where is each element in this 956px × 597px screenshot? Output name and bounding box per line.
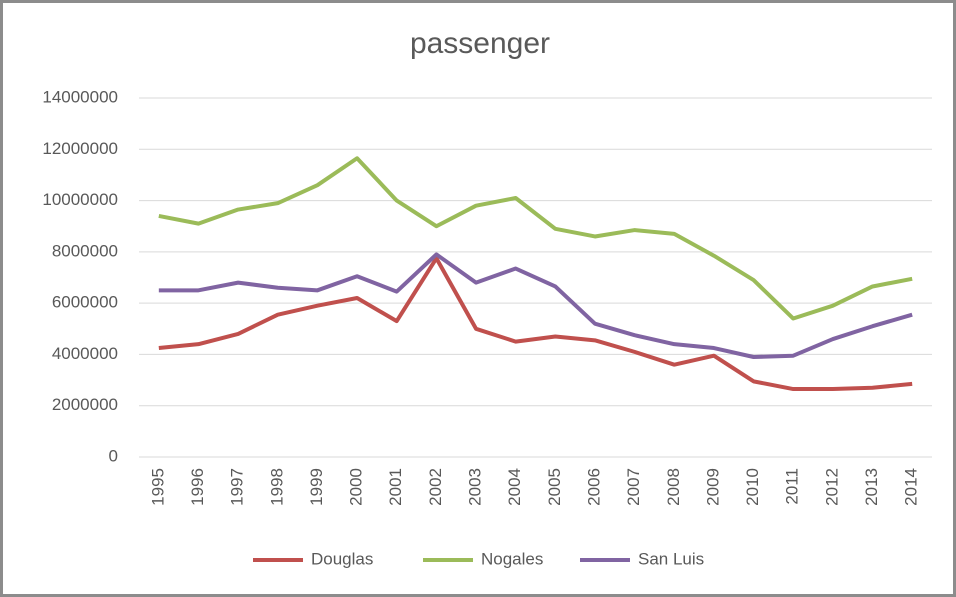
x-tick-label: 1996 [188, 468, 207, 506]
y-tick-label: 4000000 [52, 344, 118, 363]
x-tick-label: 2003 [466, 468, 485, 506]
x-tick-label: 1997 [228, 468, 247, 506]
x-tick-label: 2011 [783, 468, 802, 505]
y-tick-label: 14000000 [42, 87, 118, 106]
chart-title: passenger [410, 27, 550, 60]
x-tick-label: 2010 [743, 468, 762, 506]
x-tick-label: 2005 [545, 468, 564, 506]
y-tick-label: 10000000 [42, 190, 118, 209]
series-line [158, 256, 913, 392]
legend-label: Douglas [311, 549, 373, 568]
x-tick-label: 2013 [862, 468, 881, 506]
x-tick-label: 1999 [307, 468, 326, 506]
x-tick-label: 2009 [703, 468, 722, 506]
legend-label: San Luis [638, 549, 704, 568]
x-tick-label: 2008 [664, 468, 683, 506]
x-tick-label: 1998 [267, 468, 286, 506]
y-tick-label: 6000000 [52, 293, 118, 312]
x-tick-label: 2007 [624, 468, 643, 506]
series-line [158, 156, 913, 321]
x-tick-label: 2012 [822, 468, 841, 506]
legend-label: Nogales [481, 549, 543, 568]
y-tick-label: 2000000 [52, 395, 118, 414]
x-tick-label: 2002 [426, 468, 445, 506]
x-tick-label: 1995 [148, 468, 167, 506]
x-tick-label: 2004 [505, 468, 524, 506]
x-tick-label: 2006 [584, 468, 603, 506]
series-line [158, 252, 913, 359]
y-tick-label: 0 [109, 446, 118, 465]
y-tick-label: 8000000 [52, 241, 118, 260]
x-tick-label: 2001 [386, 468, 405, 506]
x-tick-label: 2014 [902, 468, 921, 506]
y-tick-label: 12000000 [42, 139, 118, 158]
x-tick-label: 2000 [347, 468, 366, 506]
